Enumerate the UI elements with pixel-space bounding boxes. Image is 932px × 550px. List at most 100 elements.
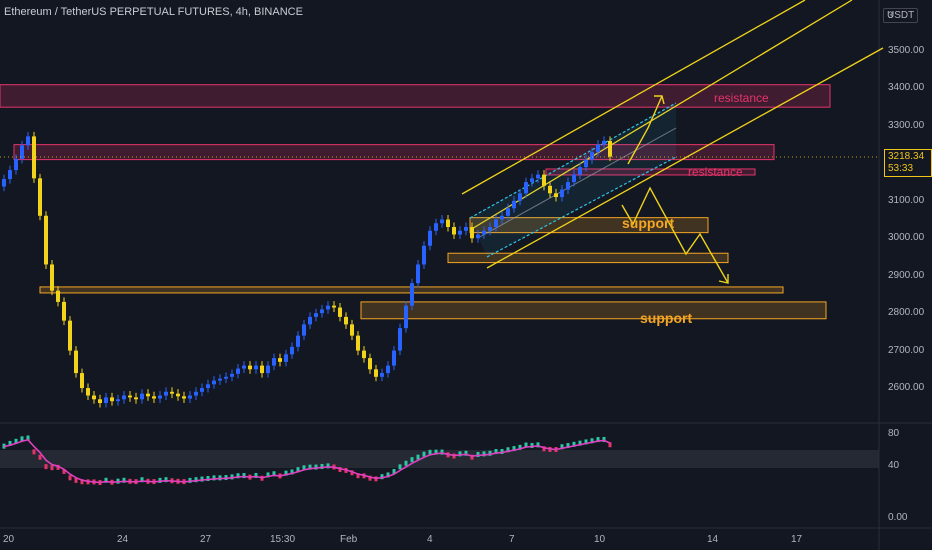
candle-body [566,182,570,190]
candle-body [20,145,24,159]
candle-body [464,227,468,231]
oscillator-bar [524,442,528,448]
price-tick-label: 2800.00 [888,307,925,319]
candle-body [398,328,402,351]
candle-body [512,200,516,209]
candle-body [488,227,492,231]
candle-body [362,350,366,359]
time-tick-label: 7 [509,534,515,545]
candle-body [344,316,348,325]
currency-badge[interactable]: USDT [883,8,919,23]
candle-body [68,320,72,351]
oscillator-bar [494,449,498,455]
bearish-arrow-head [718,274,729,284]
oscillator-bar [8,440,12,446]
oscillator-bar [392,469,396,474]
oscillator-bar [74,477,78,483]
oscillator-bar [14,438,18,444]
oscillator-bar [296,467,300,473]
oscillator-tick-label: 0.00 [888,512,908,523]
oscillator-bar [542,446,546,452]
candle-body [302,324,306,336]
candle-body [374,369,378,377]
resistance-label-lower: resistance [688,165,743,179]
oscillator-bar [350,470,354,476]
candle-body [248,365,252,370]
candle-body [608,140,612,157]
oscillator-bar [254,472,258,478]
resistance-zone [545,168,756,176]
candle-body [170,391,174,394]
candle-body [182,396,186,399]
time-tick-label: 14 [707,534,719,545]
oscillator-bar [482,451,486,457]
oscillator-bar [602,436,606,442]
oscillator-bar [302,465,306,471]
candle-body [200,388,204,392]
oscillator-bar [596,437,600,443]
oscillator-bar [560,444,564,450]
oscillator-signal-line [3,438,611,484]
candle-body [368,358,372,370]
oscillator-bar [398,464,402,470]
oscillator-bar [470,454,474,460]
currency-label: USDT [887,10,915,21]
candle-body [44,215,48,265]
candle-body [350,324,354,336]
candle-body [278,358,282,362]
candle-body [266,365,270,374]
oscillator-bar [314,464,318,470]
candle-body [164,391,168,396]
oscillator-bar [572,441,576,447]
oscillator-pane [0,435,879,486]
candle-body [32,136,36,179]
candle-body [86,388,90,396]
candle-body [476,234,480,239]
oscillator-bar [236,473,240,479]
oscillator-bar [158,477,162,483]
candle-body [218,378,222,381]
candle-body [392,350,396,366]
oscillator-bar [428,449,432,455]
oscillator-bar [476,451,480,457]
price-tick-label: 2900.00 [888,269,925,281]
last-price-value: 3218.34 [888,151,925,162]
candle-body [98,399,102,404]
oscillator-bar [458,451,462,457]
oscillator-bar [290,469,294,475]
oscillator-bar [68,475,72,481]
oscillator-bar [206,475,210,481]
support-label-lower: support [640,310,693,326]
candle-body [404,305,408,329]
candle-body [410,283,414,306]
candle-body [548,185,552,194]
candle-body [206,384,210,389]
candle-body [494,219,498,228]
oscillator-bar [272,471,276,477]
oscillator-bar [434,449,438,455]
price-tick-label: 3400.00 [888,82,925,94]
candle-body [50,264,54,291]
candle-body [146,393,150,397]
oscillator-bar [38,454,42,460]
oscillator-bar [536,442,540,448]
resistance-zone [13,144,775,161]
support-zone [360,301,827,320]
oscillator-bar [386,472,390,478]
candle-body [338,307,342,317]
candle-body [140,393,144,400]
price-tick-label: 3500.00 [888,45,925,56]
oscillator-bar [422,451,426,457]
time-tick-label: Feb [340,534,358,545]
oscillator-bar [578,440,582,446]
candle-body [212,380,216,385]
time-tick-label: 24 [117,534,129,545]
oscillator-bar [320,463,324,469]
oscillator-bar [50,465,54,471]
candle-body [110,397,114,402]
candle-body [578,167,582,175]
bullish-projection-arrow [627,95,663,165]
oscillator-bar [104,477,108,483]
oscillator-bar [590,438,594,444]
